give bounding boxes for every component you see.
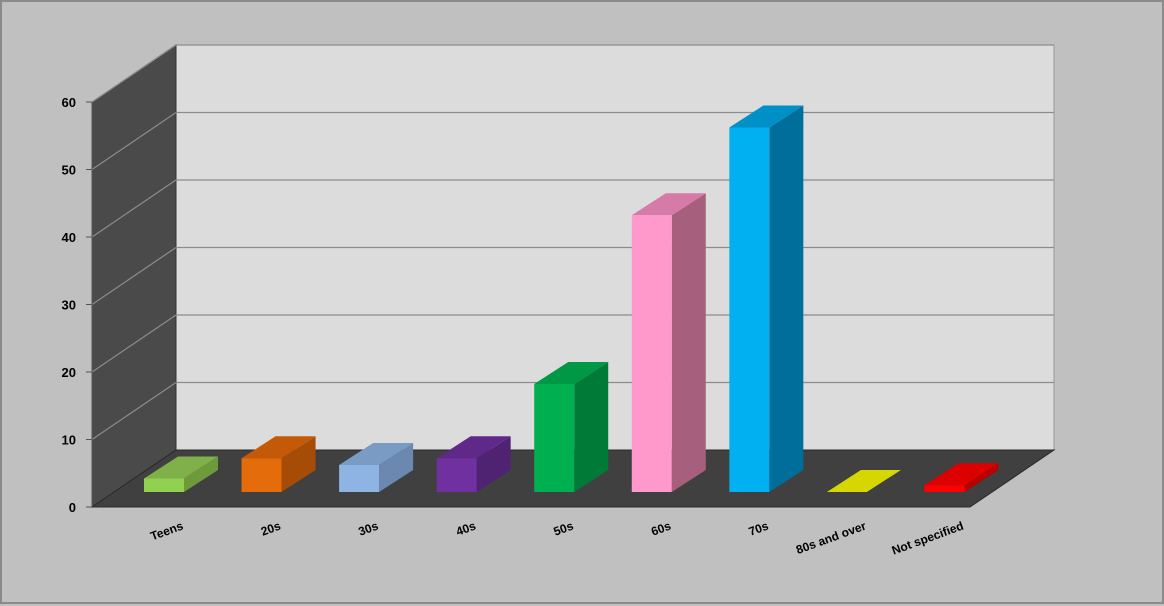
gridline-side — [91, 179, 177, 238]
x-tick-label: Not specified — [890, 519, 966, 558]
bar-teens — [144, 456, 218, 492]
bar-80s-and-over — [826, 470, 901, 492]
x-tick-label: 50s — [552, 519, 576, 539]
bar-front — [144, 478, 184, 492]
bar-side — [574, 362, 609, 492]
bar-side — [476, 436, 511, 492]
x-tick-label: Teens — [148, 519, 185, 544]
bar-top — [241, 436, 316, 459]
bar-20s — [241, 436, 316, 492]
y-tick-label: 40 — [62, 230, 76, 245]
y-axis: 0 10 20 30 40 50 60 — [62, 95, 93, 515]
bar-top — [144, 456, 218, 479]
gridline-side — [91, 247, 177, 305]
y-tick-label: 20 — [62, 365, 76, 380]
gridline-side — [91, 314, 177, 373]
x-tick-label: 20s — [259, 519, 283, 539]
bar-front — [534, 384, 575, 492]
x-tick-label: 60s — [649, 519, 673, 539]
y-tick-label: 10 — [62, 433, 76, 448]
bar-top — [436, 436, 511, 459]
bar-not-specified — [924, 463, 999, 492]
bar-side — [769, 105, 804, 492]
bar-side — [281, 436, 316, 492]
bar-front — [631, 215, 672, 492]
bar-top — [631, 193, 706, 216]
bar-top — [534, 362, 609, 384]
gridline-side — [91, 112, 177, 170]
y-tick-label: 0 — [69, 500, 76, 515]
y-tick-label: 60 — [62, 95, 76, 110]
y-tick-label: 50 — [62, 163, 76, 178]
gridline-side — [91, 44, 177, 103]
x-tick-label: 40s — [454, 519, 478, 539]
bar-side — [379, 443, 414, 492]
bar-top — [339, 443, 414, 465]
bar-70s — [729, 105, 804, 492]
bars — [144, 105, 999, 492]
bar-front — [339, 465, 380, 492]
bar-side — [964, 463, 999, 492]
x-axis: Teens 20s 30s 40s 50s 60s 70s 80s and over Not s… — [148, 519, 965, 558]
gridlines — [91, 44, 1054, 440]
y-tick-label: 30 — [62, 298, 76, 313]
bar-top — [826, 470, 901, 492]
bar-front — [729, 127, 770, 492]
bar-front — [241, 458, 282, 492]
bar-front — [924, 485, 965, 492]
x-tick-label: 70s — [747, 519, 771, 539]
bar-top — [924, 463, 999, 486]
gridline-side — [91, 382, 177, 440]
bar-50s — [534, 362, 609, 492]
bar-30s — [339, 443, 414, 492]
bar-60s — [631, 193, 706, 492]
bar-side — [184, 456, 218, 492]
x-tick-label: 30s — [357, 519, 381, 539]
bar-40s — [436, 436, 511, 492]
bar-front — [436, 458, 477, 492]
bar-top — [729, 105, 804, 128]
bar-side — [671, 193, 706, 492]
x-tick-label: 80s and over — [794, 519, 868, 557]
